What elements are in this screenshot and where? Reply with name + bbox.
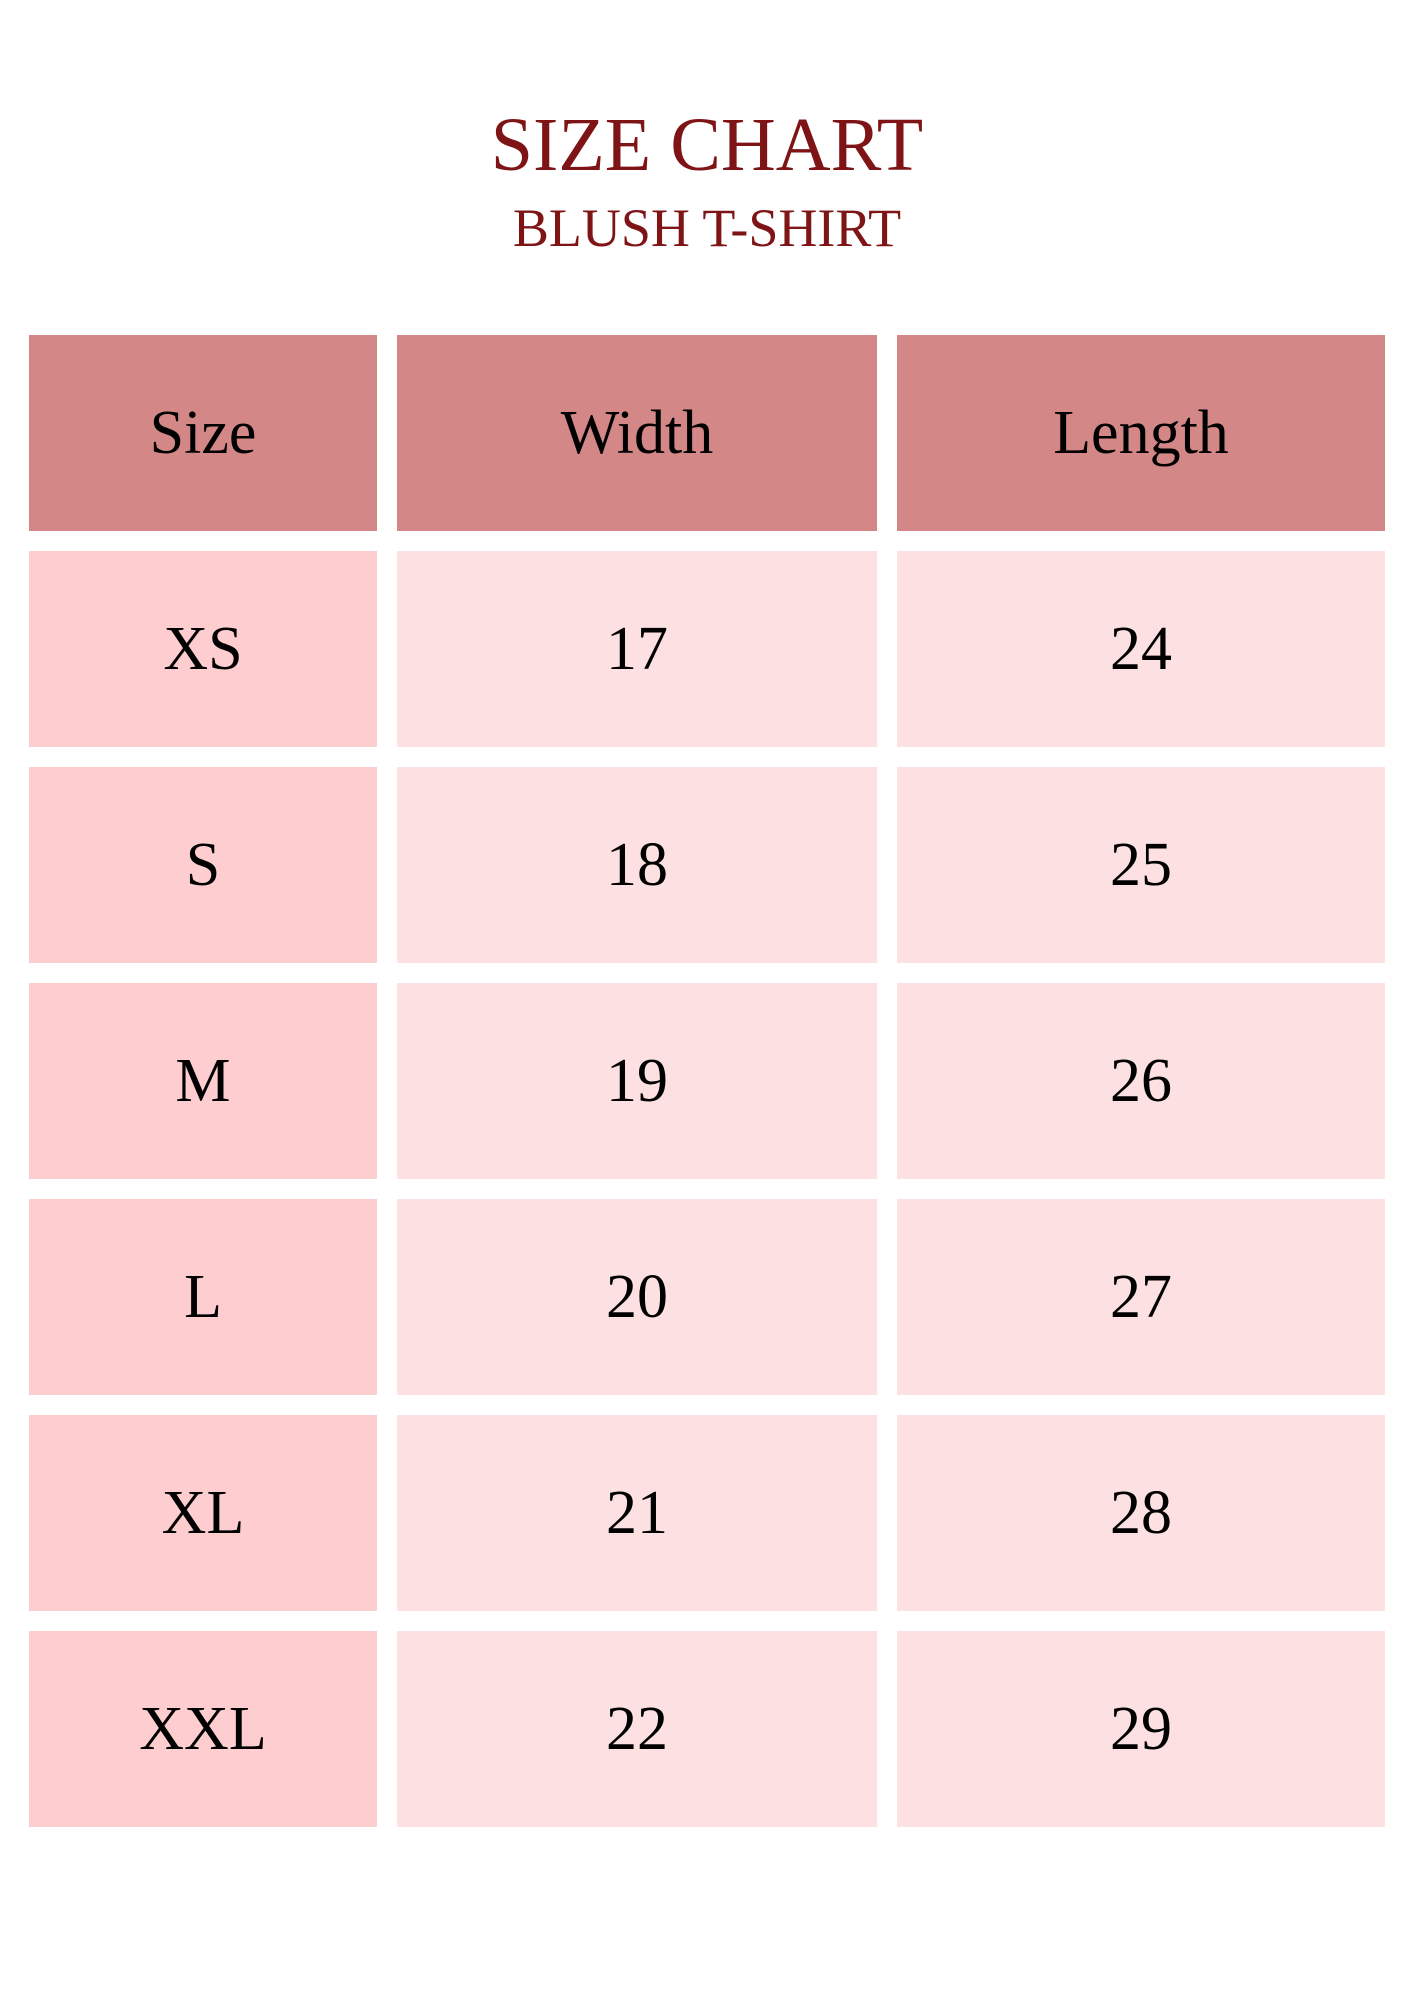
table-header-width: Width xyxy=(397,335,877,531)
table-cell-length: 24 xyxy=(897,551,1385,747)
page-title: SIZE CHART xyxy=(490,103,924,187)
table-cell-size: XS xyxy=(29,551,377,747)
table-cell-length: 27 xyxy=(897,1199,1385,1395)
table-cell-length: 29 xyxy=(897,1631,1385,1827)
table-cell-size: XL xyxy=(29,1415,377,1611)
table-cell-length: 28 xyxy=(897,1415,1385,1611)
table-cell-width: 19 xyxy=(397,983,877,1179)
table-header-size: Size xyxy=(29,335,377,531)
table-cell-size: XXL xyxy=(29,1631,377,1827)
table-cell-size: S xyxy=(29,767,377,963)
table-cell-width: 21 xyxy=(397,1415,877,1611)
table-header-length: Length xyxy=(897,335,1385,531)
table-cell-length: 26 xyxy=(897,983,1385,1179)
table-cell-width: 18 xyxy=(397,767,877,963)
table-cell-length: 25 xyxy=(897,767,1385,963)
table-cell-size: L xyxy=(29,1199,377,1395)
table-cell-width: 17 xyxy=(397,551,877,747)
size-table: Size Width Length XS 17 24 S 18 25 M 19 26 L 20 27 XL 21… xyxy=(29,335,1385,1827)
table-cell-width: 20 xyxy=(397,1199,877,1395)
table-cell-width: 22 xyxy=(397,1631,877,1827)
page-subtitle: BLUSH T-SHIRT xyxy=(512,198,902,258)
table-cell-size: M xyxy=(29,983,377,1179)
